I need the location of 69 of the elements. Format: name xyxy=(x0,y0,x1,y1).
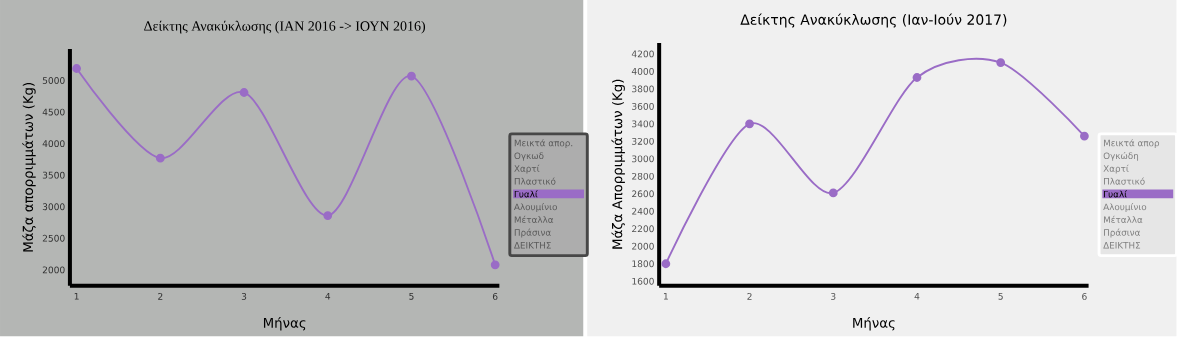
text: ΔΕΙΚΤΗΣ xyxy=(514,242,551,249)
y-axis-title: Μάζα Απορριμμάτων (Kg) xyxy=(611,80,625,249)
x-axis-title: Μήνας xyxy=(263,317,306,331)
x-tick-label: 6 xyxy=(1082,293,1087,301)
text: Αλουμίνιο xyxy=(1103,203,1147,213)
chart-title: Δείκτης Ανακύκλωσης (ΙΑΝ 2016 -> ΙΟΥΝ 2016) xyxy=(144,20,426,34)
x-tick-label: 2 xyxy=(747,293,752,300)
y-tick-label: 2000 xyxy=(632,243,654,250)
y-tick-label: 1600 xyxy=(632,278,654,285)
y-tick-label: 3400 xyxy=(632,120,654,128)
point xyxy=(745,119,754,129)
text: Γυαλί xyxy=(514,190,538,198)
x-tick-label: 6 xyxy=(492,293,498,301)
text: Γυαλί xyxy=(1104,190,1128,198)
x-tick-label: 1 xyxy=(74,293,79,300)
text: ΔΕΙΚΤΗΣ xyxy=(1103,242,1141,249)
text: Χαρτί xyxy=(1103,164,1129,174)
x-tick-label: 5 xyxy=(998,293,1003,300)
text: Ογκωδ xyxy=(514,152,544,162)
x-tick-label: 5 xyxy=(409,293,414,300)
text: Πράσινα xyxy=(514,228,551,238)
x-tick-label: 1 xyxy=(663,293,668,300)
y-tick-label: 4000 xyxy=(42,140,65,148)
text: Μέταλλα xyxy=(1104,216,1143,224)
y-tick-label: 4000 xyxy=(631,68,654,76)
point xyxy=(912,73,922,83)
point xyxy=(661,259,671,269)
y-tick-label: 3200 xyxy=(632,138,654,145)
text: Μεικτά απορ. xyxy=(514,139,573,149)
point xyxy=(407,71,416,81)
y-tick-label: 2600 xyxy=(632,190,654,198)
point xyxy=(155,153,165,163)
point xyxy=(239,88,249,98)
y-tick-label: 2000 xyxy=(42,266,65,274)
y-tick-label: 2400 xyxy=(632,208,654,215)
x-tick-label: 2 xyxy=(158,293,163,300)
x-tick-label: 4 xyxy=(325,293,331,300)
y-tick-label: 2500 xyxy=(42,235,65,242)
text: Μέταλλα xyxy=(514,216,554,224)
text: Πλαστικό xyxy=(1104,177,1145,185)
text: Πλαστικό xyxy=(514,177,556,185)
y-tick-label: 3500 xyxy=(42,171,65,179)
y-tick-label: 2800 xyxy=(632,173,654,180)
text: Μεικτά απορ xyxy=(1104,139,1160,149)
text: Χαρτί xyxy=(514,164,540,174)
point xyxy=(828,188,838,198)
y-tick-label: 3800 xyxy=(632,85,654,93)
point xyxy=(72,64,82,74)
y-tick-label: 3000 xyxy=(42,203,65,211)
x-tick-label: 3 xyxy=(831,293,836,301)
x-tick-label: 3 xyxy=(241,293,247,301)
point xyxy=(996,58,1006,68)
y-tick-label: 4200 xyxy=(631,50,654,58)
y-tick-label: 1800 xyxy=(632,260,654,268)
y-axis-title: Μάζα απορριμμάτων (Kg) xyxy=(22,83,36,252)
x-tick-label: 4 xyxy=(914,293,920,300)
point xyxy=(1080,131,1089,141)
y-tick-label: 2200 xyxy=(632,225,654,233)
text: Ογκώδη xyxy=(1103,152,1139,162)
y-tick-label: 4500 xyxy=(42,108,65,116)
y-tick-label: 3600 xyxy=(632,103,654,110)
text: Αλουμίνιο xyxy=(514,203,557,213)
chart-title: Δείκτης Ανακύκλωσης (Ιαν-Ιούν 2017) xyxy=(740,13,1007,28)
point xyxy=(323,211,333,221)
y-tick-label: 3000 xyxy=(632,155,654,163)
y-tick-label: 5000 xyxy=(42,77,65,85)
point xyxy=(490,260,500,270)
x-axis-title: Μήνας xyxy=(853,317,895,331)
text: Πράσινα xyxy=(1104,228,1140,238)
